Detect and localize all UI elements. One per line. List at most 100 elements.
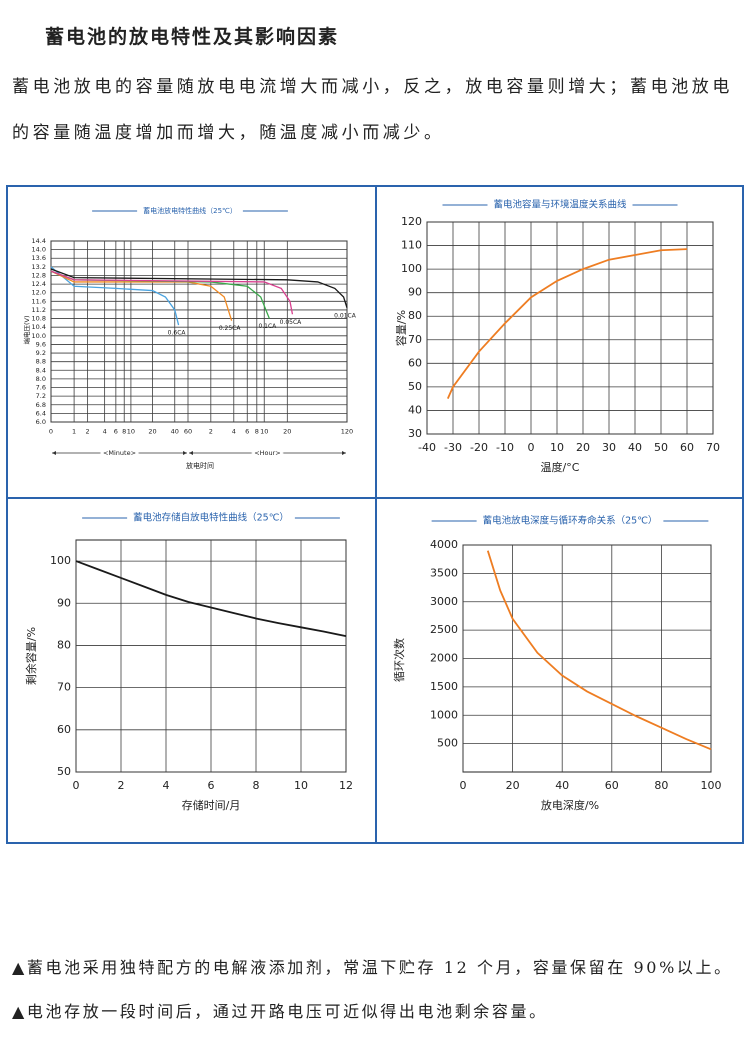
x-tick-label: 2 [86,428,90,436]
plot-frame [50,240,348,423]
y-tick-label: 40 [408,403,422,416]
y-tick-label: 70 [408,333,422,346]
y-tick-label: 2500 [430,623,458,636]
x-tick-label: 40 [555,779,569,792]
note: ▲蓄电池采用独特配方的电解液添加剂，常温下贮存 12 个月，容量保留在 90%以… [12,958,733,977]
x-tick-label: 4 [103,428,107,436]
x-tick-label: 10 [260,428,268,436]
page-title: 蓄电池的放电特性及其影响因素 [45,26,340,48]
y-tick-label: 120 [401,215,422,228]
y-tick-label: 12.8 [32,271,46,279]
y-tick-label: 4000 [430,538,458,551]
series-line [75,560,347,638]
chart-title: 蓄电池放电特性曲线（25℃） [143,206,237,215]
y-tick-label: 10.8 [32,315,46,323]
series-label: 0.01CA [334,312,357,319]
x-tick-label: 20 [283,428,291,436]
y-tick-label: 9.6 [36,340,46,348]
y-tick-label: 60 [408,356,422,369]
y-tick-label: 12.4 [32,280,46,288]
intro-paragraph: 蓄电池放电的容量随放电电流增大而减小，反之，放电容量则增大；蓄电池放电的容量随温… [12,77,733,143]
x-tick-label: 70 [706,441,720,454]
x-tick-label: -10 [496,441,514,454]
x-tick-label: 20 [506,779,520,792]
x-axis-label: 存储时间/月 [182,798,241,812]
y-tick-label: 8.0 [36,375,46,383]
x-tick-label: 20 [148,428,156,436]
x-axis-label: 温度/°C [541,460,580,474]
x-tick-label: 20 [576,441,590,454]
x-tick-label: 60 [605,779,619,792]
y-tick-label: 80 [57,638,71,651]
y-tick-label: 1500 [430,680,458,693]
y-tick-label: 8.8 [36,358,46,366]
x-axis-label: 放电深度/% [541,798,599,812]
x-tick-label: 60 [680,441,694,454]
y-tick-label: 50 [408,380,422,393]
y-axis-label: 容量/% [394,310,408,346]
x-tick-label: 2 [209,428,213,436]
y-tick-label: 90 [57,596,71,609]
charts-panel: 蓄电池放电特性曲线（25℃）0 1 2 4 6 8 10 20 40 60 2 4 6 8 10 20 1206… [6,185,744,844]
x-tick-label: 0 [528,441,535,454]
y-axis-label: 循环次数 [392,638,406,682]
y-tick-label: 60 [57,723,71,736]
y-tick-label: 1000 [430,708,458,721]
y-tick-label: 8.4 [36,366,46,374]
y-tick-label: 14.0 [32,246,46,254]
y-tick-label: 12.0 [32,289,46,297]
y-tick-label: 100 [50,554,71,567]
x-tick-label: 6 [114,428,118,436]
x-tick-label: 0 [460,779,467,792]
x-tick-label: 8 [122,428,126,436]
series-line [486,550,712,751]
y-tick-label: 10.4 [32,323,46,331]
x-axis-label: 放电时间 [186,461,214,470]
x-tick-label: 60 [184,428,192,436]
chart-title: 蓄电池容量与环境温度关系曲线 [493,199,627,211]
y-tick-label: 100 [401,262,422,275]
y-tick-label: 13.2 [32,263,46,271]
series-label: 0.1CA [258,323,277,330]
series-line [50,270,233,321]
x-tick-label: -20 [470,441,488,454]
y-tick-label: 11.2 [32,306,46,314]
x-tick-label: 40 [628,441,642,454]
y-tick-label: 50 [57,765,71,778]
x-tick-label: 40 [171,428,179,436]
y-tick-label: 3000 [430,595,458,608]
x-tick-label: 30 [602,441,616,454]
x-tick-label: 120 [341,428,353,436]
y-tick-label: 9.2 [36,349,46,357]
y-tick-label: 14.4 [32,237,46,245]
x-tick-label: -40 [418,441,436,454]
chart-title: 蓄电池放电深度与循环寿命关系（25℃） [483,515,658,527]
series-label: 0.6CA [168,330,187,337]
span-label: <Hour> [254,449,281,457]
y-tick-label: 3500 [430,566,458,579]
y-tick-label: 500 [437,737,458,750]
x-tick-label: 6 [245,428,249,436]
series-label: 0.05CA [280,319,303,326]
x-tick-label: 8 [253,779,260,792]
chart-title: 蓄电池存储自放电特性曲线（25℃） [133,512,289,524]
x-tick-label: 12 [339,779,353,792]
y-tick-label: 6.0 [36,418,46,426]
x-tick-label: -30 [444,441,462,454]
x-tick-label: 100 [701,779,722,792]
plot-frame [426,221,714,435]
x-tick-label: 50 [654,441,668,454]
x-tick-label: 4 [163,779,170,792]
y-tick-label: 2000 [430,652,458,665]
note: ▲电池存放一段时间后，通过开路电压可近似得出电池剩余容量。 [12,1002,548,1021]
y-tick-label: 80 [408,309,422,322]
y-tick-label: 110 [401,239,422,252]
x-tick-label: 10 [127,428,135,436]
x-tick-label: 6 [208,779,215,792]
x-tick-label: 0 [73,779,80,792]
y-tick-label: 6.4 [36,409,46,417]
x-tick-label: 0 [49,428,53,436]
y-tick-label: 6.8 [36,401,46,409]
x-tick-label: 2 [118,779,125,792]
